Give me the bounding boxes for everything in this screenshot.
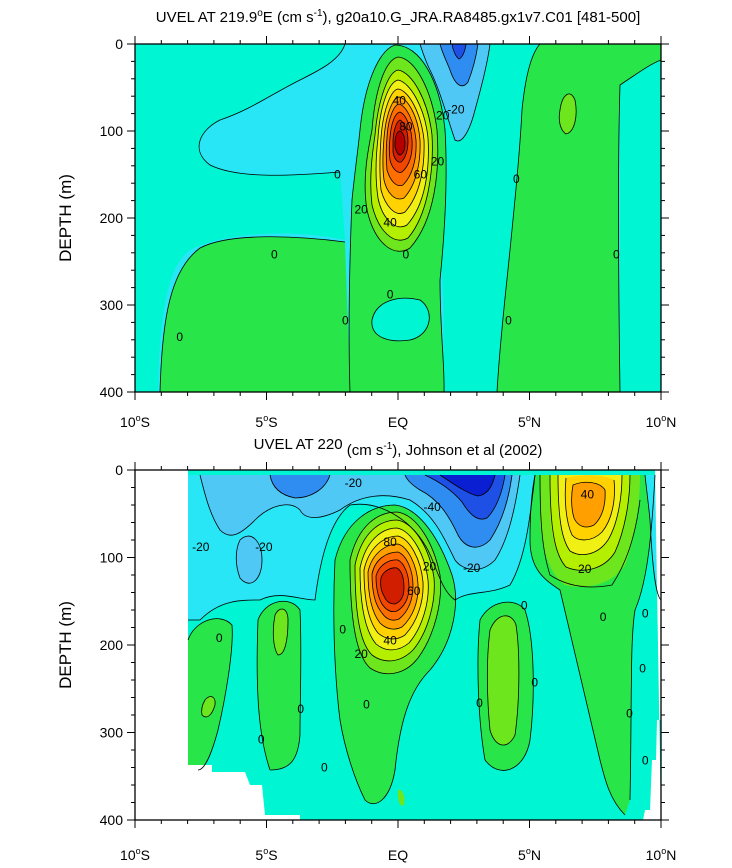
fill-level-pos10-region [160,236,350,392]
fill-level-neg20-region [440,44,478,86]
contour-label: 20 [431,154,445,168]
fill-level-pos90-region [380,567,404,604]
contour-label: 0 [334,168,341,182]
contour-label: 0 [258,733,265,747]
fill-level-pos20-region [273,608,288,655]
contour-label: 60 [414,168,428,182]
no-data-region [643,470,661,820]
contour-label: 0 [639,662,646,676]
contour-label: -20 [447,102,465,116]
fill-level-0-region [371,298,430,341]
contour-label: 0 [521,599,528,613]
contour-label: -40 [424,500,442,514]
contour-label: 20 [423,559,437,573]
contour-label: 0 [531,676,538,690]
fill-level-0-region [135,44,345,392]
panel-title: UVEL AT 219.9oE (cm s-1), g20a10.G_JRA.R… [156,8,640,26]
x-tick-label: 10oN [646,413,677,430]
contour-label: 0 [403,248,410,262]
y-tick-label: 300 [100,725,124,741]
contour-label: 0 [387,288,394,302]
contour-fills [135,44,661,392]
x-tick-label: 5oS [255,413,277,430]
fill-level-pos20-region [487,615,519,746]
contour-lines [159,44,661,392]
no-data-region [135,470,300,820]
fill-level-neg20-region [236,536,262,584]
x-tick-label: 10oS [120,846,150,863]
y-tick-label: 200 [100,210,124,226]
fill-level-neg60-region [440,475,495,496]
fill-level-pos10-region [188,618,233,770]
contour-label: 60 [407,584,421,598]
fill-level-pos100-region [395,131,405,155]
contour-label: 0 [642,607,649,621]
contour-label: 20 [355,202,369,216]
x-tick-label: 10oS [120,413,150,430]
contour-label: 40 [581,488,595,502]
contour-label: 40 [393,94,407,108]
contour-label: -20 [255,540,273,554]
contour-label: 40 [383,634,397,648]
x-tick-label: 5oN [518,413,541,430]
contour-label: -20 [345,476,363,490]
contour-label: 0 [600,610,607,624]
y-axis-label: DEPTH (m) [56,601,75,689]
contour-label: 0 [321,761,328,775]
fill-level-0-region [620,60,661,392]
contour-label: 0 [513,172,520,186]
y-tick-label: 0 [115,462,123,478]
contour-label: 0 [626,706,633,720]
y-tick-label: 0 [115,36,123,52]
contour-label: 0 [339,622,346,636]
y-tick-label: 200 [100,637,124,653]
contour-label: 80 [383,535,397,549]
fill-level-pos20-region [397,789,405,806]
contour-label: 0 [613,248,620,262]
fill-level-pos20-region [559,93,577,134]
contour-fills [135,470,661,820]
contour-label: 0 [176,330,183,344]
contour-label: 0 [216,631,223,645]
contour-label: 80 [399,120,413,134]
panel-title: UVEL AT 220 (cm s-1), Johnson et al (200… [254,436,543,459]
contour-label: 40 [383,215,397,229]
contour-label: -20 [192,540,210,554]
contour-label: 20 [578,562,592,576]
x-tick-label: 5oS [255,846,277,863]
panel-bottom-observations: UVEL AT 220 (cm s-1), Johnson et al (200… [56,436,676,863]
contour-label: 0 [505,314,512,328]
contour-label: 0 [476,696,483,710]
contour-lines [187,474,661,816]
x-tick-label: 10oN [646,846,677,863]
x-tick-label: EQ [388,414,408,430]
contour-label: 0 [342,314,349,328]
y-tick-label: 400 [100,384,124,400]
fill-level-pos10-region [257,601,301,770]
contour-label: 0 [363,698,370,712]
fill-level-pos60-region [571,482,606,527]
contour-label: -20 [463,561,481,575]
x-tick-label: EQ [388,847,408,863]
fill-level-neg30-region [270,475,330,498]
fill-level-pos10-region [497,44,661,392]
contour-label: 0 [297,702,304,716]
panel-top-model: UVEL AT 219.9oE (cm s-1), g20a10.G_JRA.R… [56,8,676,430]
contour-label: 0 [642,754,649,768]
y-tick-label: 300 [100,297,124,313]
contour-label: 0 [271,248,278,262]
contour-label: 20 [355,647,369,661]
x-tick-label: 5oN [518,846,541,863]
y-tick-label: 100 [100,123,124,139]
y-tick-label: 400 [100,812,124,828]
y-axis-label: DEPTH (m) [56,174,75,262]
y-tick-label: 100 [100,550,124,566]
fill-level-pos20-region [201,696,216,717]
contour-label: 20 [436,108,450,122]
